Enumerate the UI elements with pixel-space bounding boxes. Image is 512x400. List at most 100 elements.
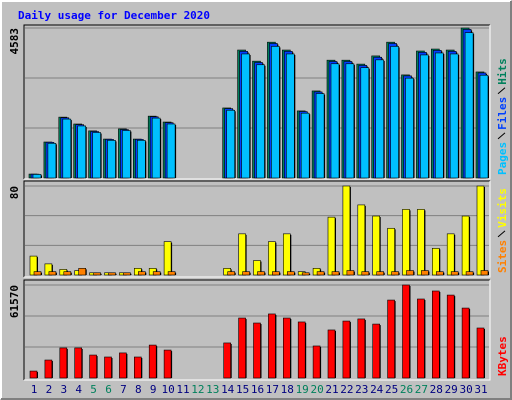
bar <box>357 318 366 379</box>
bar <box>48 271 57 276</box>
bar <box>163 241 172 276</box>
bar <box>63 271 72 276</box>
chart-title: Daily usage for December 2020 <box>18 9 210 22</box>
x-tick-label: 24 <box>370 383 384 396</box>
x-tick-label: 21 <box>325 383 338 396</box>
x-tick-label: 10 <box>161 383 174 396</box>
bar <box>268 241 276 276</box>
bar <box>316 271 325 276</box>
bar <box>376 271 385 276</box>
bar <box>44 263 53 276</box>
legend-entry: Visits <box>496 188 509 228</box>
x-tick-label: 4 <box>75 383 82 396</box>
bar <box>315 93 325 179</box>
bar <box>152 271 161 276</box>
bar <box>151 117 161 179</box>
x-tick-label: 19 <box>296 383 309 396</box>
panel-bevel <box>24 280 491 381</box>
bar <box>345 63 355 179</box>
bar <box>93 272 101 276</box>
bar <box>405 77 414 179</box>
bar <box>138 271 146 276</box>
bar <box>417 298 425 379</box>
x-tick-label: 22 <box>340 383 353 396</box>
legend-separator <box>497 87 506 95</box>
bar <box>446 294 455 379</box>
y-tick-label: 4583 <box>8 28 21 55</box>
bar <box>33 271 42 276</box>
bar <box>92 132 101 179</box>
bar <box>387 227 395 276</box>
bar <box>420 54 429 179</box>
bar <box>282 317 291 379</box>
x-tick-label: 1 <box>31 383 38 396</box>
bar <box>431 290 440 379</box>
x-tick-label: 28 <box>430 383 443 396</box>
bar <box>59 347 68 379</box>
bar <box>134 356 142 379</box>
bar <box>123 272 131 276</box>
bar <box>167 271 176 276</box>
bar <box>479 74 489 179</box>
bar <box>331 271 340 276</box>
bar <box>108 272 116 276</box>
bar <box>435 271 444 276</box>
bar <box>77 125 86 179</box>
bar <box>78 268 86 276</box>
bar <box>238 317 246 379</box>
bar <box>431 248 440 276</box>
legend-separator <box>497 132 506 140</box>
legend-separator <box>497 230 506 238</box>
x-tick-label: 5 <box>90 383 97 396</box>
bar <box>421 270 429 276</box>
bar <box>242 271 250 276</box>
bar <box>434 52 444 179</box>
bar <box>402 284 410 379</box>
bar <box>330 63 340 179</box>
bar <box>375 59 385 179</box>
x-tick-label: 11 <box>176 383 189 396</box>
x-tick-label: 20 <box>310 383 323 396</box>
bar <box>74 347 82 379</box>
bar <box>297 321 306 379</box>
bar <box>44 359 53 379</box>
bar <box>257 271 265 276</box>
panel-bevel <box>24 25 491 180</box>
bar <box>272 271 280 276</box>
bar <box>104 356 112 379</box>
legend-entry: Hits <box>496 58 509 85</box>
bar <box>137 140 146 179</box>
bar <box>119 352 127 379</box>
bar <box>62 118 72 179</box>
bar <box>327 216 336 276</box>
bar <box>360 67 370 179</box>
x-tick-label: 16 <box>251 383 264 396</box>
x-tick-label: 3 <box>60 383 67 396</box>
bar <box>465 271 474 276</box>
bar <box>461 307 470 379</box>
bar <box>29 255 38 276</box>
bar <box>390 46 399 179</box>
x-tick-label: 17 <box>266 383 279 396</box>
bar <box>327 329 336 379</box>
bar <box>223 342 231 379</box>
bar <box>89 354 97 379</box>
x-tick-label: 7 <box>120 383 127 396</box>
bar <box>253 322 261 379</box>
bar <box>342 320 351 379</box>
legend-entry: KBytes <box>496 336 509 376</box>
x-tick-label: 8 <box>135 383 142 396</box>
x-tick-label: 14 <box>221 383 235 396</box>
bar <box>166 123 176 179</box>
bar <box>47 143 57 179</box>
bar <box>476 327 485 379</box>
panel-bevel <box>23 279 490 380</box>
bar <box>357 204 366 276</box>
bar <box>301 272 310 276</box>
bar <box>285 53 295 179</box>
bar <box>148 344 157 379</box>
bar <box>476 185 485 276</box>
